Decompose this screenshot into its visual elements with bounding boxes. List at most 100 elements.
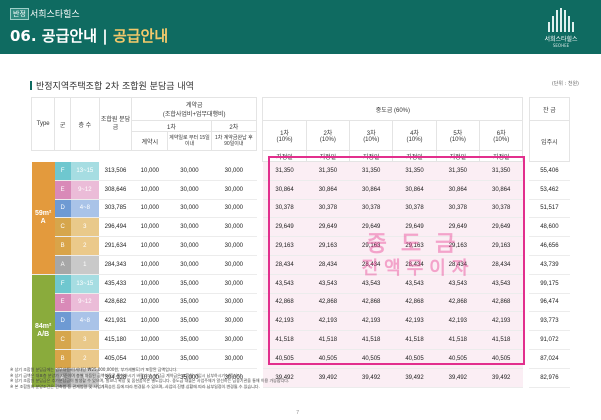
floor-cell: 2	[70, 236, 100, 256]
logo-subtext: SEOHEE	[552, 43, 570, 48]
deposit-2-cell: 30,000	[211, 274, 257, 294]
middle-payment-cell: 43,543	[349, 274, 393, 294]
balance-cell: 43,739	[529, 255, 570, 275]
balance-cell: 82,976	[529, 368, 570, 388]
watermark-line2: 전액무이자	[361, 258, 475, 279]
total-cell: 394,928	[99, 368, 132, 388]
page-title-main: 06. 공급안내	[10, 27, 97, 45]
gap-cell	[522, 150, 530, 162]
total-cell: 303,785	[99, 199, 132, 219]
deposit-2-cell: 30,000	[211, 199, 257, 219]
page-header: 반정 서희스타힐스 06. 공급안내 | 공급안내 서희스타힐스 SEOHEE	[0, 0, 601, 54]
floor-cell: 1	[70, 368, 100, 388]
floor-cell: 2	[70, 349, 100, 369]
balance-cell: 99,175	[529, 274, 570, 294]
middle-payment-cell: 30,864	[262, 180, 307, 200]
middle-payment-cell: 42,193	[436, 311, 480, 332]
header-d1a: 계약시	[131, 131, 169, 151]
balance-cell: 46,656	[529, 236, 570, 256]
table-row: C 3 415,180 10,000 35,000 30,000 41,518 41,518 4…	[32, 330, 570, 350]
total-cell: 313,506	[99, 161, 132, 181]
deposit-1b-cell: 30,000	[167, 199, 212, 219]
middle-payment-cell: 29,163	[306, 236, 350, 256]
type-cell: 84m² A/B	[31, 274, 55, 388]
deposit-1a-cell: 10,000	[131, 311, 168, 332]
deposit-1b-cell: 30,000	[167, 217, 212, 238]
total-cell: 428,682	[99, 293, 132, 313]
deposit-1a-cell: 10,000	[131, 293, 168, 313]
middle-payment-cell: 30,378	[479, 199, 523, 219]
header-m6: 6차 (10%)	[479, 120, 524, 151]
middle-payment-cell: 42,868	[392, 293, 437, 313]
gun-cell: E	[54, 180, 71, 200]
middle-payment-cell: 28,434	[306, 255, 350, 275]
middle-payment-cell: 31,350	[306, 161, 350, 181]
deposit-1a-cell: 10,000	[131, 274, 168, 294]
type-label: 59m²	[34, 209, 52, 217]
middle-payment-cell: 39,492	[349, 368, 393, 388]
footnote: ※ 상기 금액은 대표층 분양가 기준이며 층별 차등된 금액이므로 확인하시기…	[10, 372, 243, 378]
middle-payment-cell: 43,543	[306, 274, 350, 294]
middle-payment-cell: 43,543	[479, 274, 523, 294]
page-title-sub: 공급안내	[112, 27, 169, 45]
unit-label: (단위 : 천원)	[551, 81, 579, 87]
floor-cell: 13~15	[70, 161, 100, 181]
header-deposit-sub: (조합사업비+업무대행비)	[162, 112, 226, 118]
floor-cell: 4~8	[70, 311, 100, 332]
type-sub: A/B	[37, 330, 50, 338]
middle-payment-cell: 30,378	[349, 199, 393, 219]
middle-payment-cell: 28,434	[349, 255, 393, 275]
deposit-1b-cell: 30,000	[167, 236, 212, 256]
footnotes: ※ 상기 조합원 분담금에는 업무대행비(세대당 ₩25,000,000원, 부…	[10, 367, 590, 389]
middle-payment-cell: 30,378	[392, 199, 437, 219]
deposit-2-cell: 30,000	[211, 255, 257, 275]
gun-cell: E	[54, 293, 71, 313]
middle-payment-cell: 42,868	[349, 293, 393, 313]
watermark-line1: 중도금	[366, 232, 470, 257]
middle-payment-cell: 39,492	[262, 368, 307, 388]
middle-payment-cell: 30,864	[392, 180, 437, 200]
middle-payment-cell: 43,543	[392, 274, 437, 294]
type-sub: A	[40, 217, 46, 225]
footnote: ※ 상기 조합원 분담금은 추가분담금이 발생할 수 있으며, 발코니 확장 및…	[10, 378, 290, 384]
deposit-1b-cell: 30,000	[167, 161, 212, 181]
brand-logo: 서희스타힐스 SEOHEE	[533, 4, 589, 54]
table-row: C 3 296,494 10,000 30,000 30,000 29,649 29,649 2…	[32, 217, 570, 238]
header-deposit: 계약금 (조합사업비+업무대행비)	[131, 97, 258, 121]
deposit-2-cell: 30,000	[211, 236, 257, 256]
header-badge: 반정	[10, 8, 29, 20]
balance-cell: 48,600	[529, 217, 570, 238]
balance-cell: 96,474	[529, 293, 570, 313]
header-spacer	[31, 150, 257, 162]
floor-cell: 9~12	[70, 180, 100, 200]
total-cell: 284,343	[99, 255, 132, 275]
highlight-box	[268, 156, 525, 365]
deposit-2-cell: 30,000	[211, 217, 257, 238]
payment-table: Type 군 층 수 조합원 분담금 계약금 (조합사업비+업무대행비) 중도금…	[30, 97, 571, 388]
header-m2: 2차 (10%)	[305, 120, 351, 151]
header-total: 조합원 분담금	[98, 97, 133, 151]
middle-payment-cell: 41,518	[262, 330, 307, 350]
deposit-1a-cell: 10,000	[131, 217, 168, 238]
balance-cell: 87,024	[529, 349, 570, 369]
gun-cell: D	[54, 311, 71, 332]
type-label: 84m²	[34, 322, 52, 330]
footnote: ※ 본 조합원의 분양조건은 건축법 등 관계법령 및 사업계획승인 등에 따라…	[10, 383, 260, 389]
middle-payment-cell: 39,492	[392, 368, 437, 388]
floor-cell: 13~15	[70, 274, 100, 294]
gap-cell	[522, 97, 530, 151]
middle-payment-cell: 29,163	[262, 236, 307, 256]
middle-payment-cell: 28,434	[436, 255, 480, 275]
balance-cell: 93,773	[529, 311, 570, 332]
logo-text: 서희스타힐스	[544, 36, 578, 43]
footnote: ※ 상기 조합원 분담금에는 업무대행비(세대당 ₩25,000,000원, 부…	[10, 367, 178, 372]
table-row: D 4~8 303,785 10,000 30,000 30,000 30,378 30,37…	[32, 199, 570, 219]
floor-cell: 1	[70, 255, 100, 275]
middle-payment-cell: 29,163	[349, 236, 393, 256]
middle-payment-cell: 31,350	[479, 161, 523, 181]
middle-payment-cell: 39,492	[479, 368, 523, 388]
middle-payment-cell: 29,649	[262, 217, 307, 238]
table-row: A 1 394,928 10,000 35,000 30,000 39,492 39,492 3…	[32, 368, 570, 388]
total-cell: 308,646	[99, 180, 132, 200]
middle-payment-cell: 31,350	[262, 161, 307, 181]
